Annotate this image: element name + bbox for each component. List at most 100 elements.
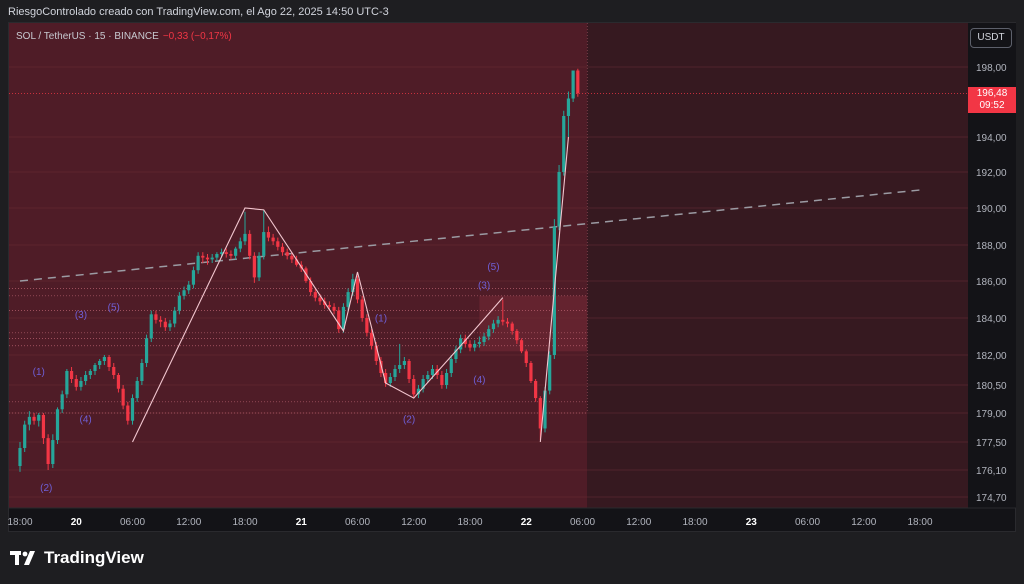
y-tick-label-8: 180,50 [976, 381, 1007, 392]
candle-85 [416, 388, 421, 395]
x-tick-label-1: 20 [71, 517, 83, 528]
last-price-value: 196,48 [976, 88, 1008, 99]
x-tick-label-16: 18:00 [907, 517, 932, 528]
candle-102 [496, 319, 500, 324]
candle-19 [107, 357, 111, 367]
candle-110 [534, 381, 538, 399]
candle-51 [257, 255, 261, 278]
y-tick-label-5: 186,00 [976, 277, 1007, 288]
x-tick-label-9: 22 [521, 517, 533, 528]
candle-46 [234, 248, 238, 256]
x-tick-label-3: 12:00 [176, 517, 201, 528]
candle-30 [159, 319, 163, 322]
candle-39 [201, 255, 205, 258]
candle-98 [477, 342, 481, 344]
candle-53 [266, 232, 271, 238]
candle-86 [421, 379, 425, 389]
candle-92 [449, 359, 453, 373]
wave-label-2: (3) [75, 310, 87, 321]
candle-100 [487, 329, 491, 337]
candle-48 [243, 233, 247, 242]
red-zone-right [587, 23, 968, 508]
candle-101 [491, 323, 496, 330]
candle-88 [430, 369, 435, 375]
y-tick-label-6: 184,00 [976, 314, 1007, 325]
symbol-legend: SOL / TetherUS · 15 · BINANCE −0,33 (−0,1… [16, 31, 232, 42]
candle-119 [576, 70, 580, 94]
candle-34 [177, 295, 181, 311]
candle-24 [130, 398, 135, 421]
candle-113 [548, 355, 552, 391]
candle-13 [79, 381, 83, 387]
x-tick-label-4: 18:00 [232, 517, 257, 528]
candle-3 [32, 416, 36, 421]
candle-8 [55, 409, 60, 441]
wave-line-1 [539, 136, 569, 443]
candle-29 [154, 314, 158, 320]
candle-72 [355, 279, 360, 300]
x-tick-label-13: 23 [746, 517, 758, 528]
candle-23 [126, 405, 130, 421]
candle-111 [538, 398, 542, 429]
tradingview-logo[interactable]: TradingView [10, 548, 144, 568]
candle-118 [571, 70, 575, 99]
candle-15 [88, 371, 92, 375]
candle-12 [74, 379, 78, 387]
candle-115 [557, 172, 561, 227]
x-tick-label-2: 06:00 [120, 517, 145, 528]
wave-label-1: (2) [40, 483, 52, 494]
candle-105 [510, 323, 514, 331]
candle-7 [51, 440, 55, 464]
candle-107 [519, 340, 524, 352]
candle-97 [473, 343, 477, 348]
candle-1 [23, 424, 27, 448]
x-tick-label-14: 06:00 [795, 517, 820, 528]
red-zone-left [9, 23, 588, 508]
candle-103 [501, 319, 505, 322]
candle-5 [41, 414, 46, 439]
candle-62 [309, 281, 313, 293]
candle-78 [384, 373, 388, 383]
candle-44 [224, 252, 228, 254]
candle-54 [271, 237, 275, 242]
candle-66 [327, 305, 331, 307]
x-tick-label-10: 06:00 [570, 517, 595, 528]
candle-90 [440, 375, 444, 385]
candle-106 [515, 330, 519, 341]
candle-36 [187, 284, 191, 291]
y-tick-label-10: 177,50 [976, 438, 1007, 449]
candle-16 [93, 365, 97, 371]
candle-31 [163, 321, 167, 328]
highlight-zone [479, 295, 588, 352]
candle-14 [84, 375, 88, 381]
candle-68 [337, 310, 341, 330]
symbol-line: SOL / TetherUS · 15 · BINANCE [16, 31, 159, 42]
candle-77 [379, 361, 383, 373]
x-tick-label-6: 06:00 [345, 517, 370, 528]
candle-84 [412, 379, 416, 395]
candle-79 [388, 377, 392, 383]
y-tick-label-12: 174,70 [976, 493, 1007, 504]
wave-label-3: (4) [80, 415, 92, 426]
candle-70 [346, 292, 350, 307]
trend-line [19, 189, 921, 282]
x-tick-label-0: 18:00 [7, 517, 32, 528]
wave-label-5: (1) [375, 314, 387, 325]
y-tick-label-1: 194,00 [976, 133, 1007, 144]
candle-96 [468, 343, 472, 348]
x-tick-label-15: 12:00 [851, 517, 876, 528]
candle-0 [18, 448, 22, 466]
x-tick-label-5: 21 [296, 517, 308, 528]
candle-99 [482, 336, 486, 343]
candle-9 [60, 394, 64, 410]
candle-57 [285, 252, 289, 256]
wave-label-6: (2) [403, 415, 415, 426]
candle-87 [426, 375, 430, 379]
candle-38 [196, 255, 200, 271]
candle-42 [215, 254, 219, 258]
candle-2 [27, 416, 31, 425]
currency-button[interactable]: USDT [970, 28, 1012, 48]
y-tick-label-11: 176,10 [976, 466, 1007, 477]
candle-26 [140, 363, 144, 381]
